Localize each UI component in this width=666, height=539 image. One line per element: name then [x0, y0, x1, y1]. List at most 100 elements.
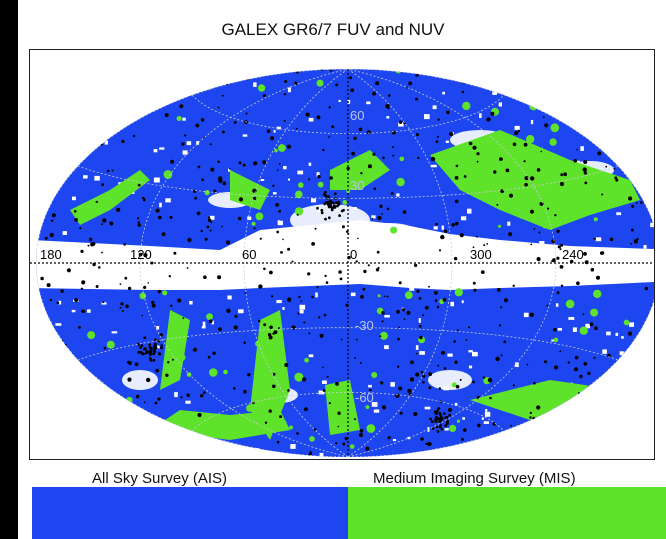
- deep-field-dot: [96, 105, 101, 110]
- deep-field-dot: [171, 358, 174, 361]
- deep-field-dot: [177, 298, 182, 303]
- coverage-gap-speck: [322, 380, 327, 384]
- coverage-gap-speck: [105, 133, 110, 136]
- coverage-gap-speck: [515, 362, 519, 367]
- deep-field-dot: [137, 217, 140, 220]
- deep-field-dot: [170, 304, 173, 307]
- deep-field-dot: [504, 298, 508, 303]
- coverage-gap-speck: [336, 208, 339, 212]
- deep-field-dot: [161, 232, 166, 237]
- deep-field-dot: [587, 452, 590, 456]
- deep-field-dot: [222, 181, 227, 186]
- deep-field-dot: [588, 448, 592, 452]
- deep-field-dot: [238, 197, 243, 202]
- deep-field-dot: [479, 77, 484, 82]
- deep-field-dot: [495, 356, 500, 362]
- deep-field-dot: [56, 154, 61, 159]
- deep-field-dot: [119, 283, 122, 285]
- mis-field: [497, 224, 502, 228]
- deep-field-dot: [366, 130, 371, 135]
- deep-field-dot: [586, 444, 590, 448]
- deep-field-dot: [532, 416, 537, 421]
- deep-field-dot: [253, 161, 258, 166]
- deep-field-dot: [508, 232, 513, 237]
- deep-field-dot: [233, 387, 236, 390]
- coverage-gap-speck: [308, 354, 314, 358]
- deep-field-dot: [446, 420, 449, 423]
- deep-field-dot: [322, 366, 324, 369]
- deep-field-dot: [430, 156, 436, 162]
- coverage-gap-speck: [30, 427, 33, 430]
- deep-field-dot: [613, 167, 616, 170]
- deep-field-dot: [574, 367, 578, 372]
- deep-field-dot: [626, 408, 631, 412]
- longitude-gridline: [139, 69, 349, 457]
- deep-field-dot: [640, 84, 643, 87]
- deep-field-dot: [330, 206, 334, 210]
- deep-field-dot: [573, 159, 578, 163]
- deep-field-dot: [461, 80, 466, 84]
- coverage-gap-speck: [615, 332, 619, 336]
- deep-field-dot: [575, 440, 580, 445]
- deep-field-dot: [159, 80, 163, 84]
- deep-field-dot: [244, 292, 247, 294]
- deep-field-dot: [576, 148, 578, 151]
- deep-field-dot: [649, 330, 653, 334]
- deep-field-dot: [337, 411, 341, 415]
- deep-field-dot: [157, 397, 161, 401]
- mis-field: [379, 331, 388, 340]
- deep-field-dot: [387, 59, 391, 63]
- deep-field-dot: [296, 432, 299, 435]
- deep-field-dot: [351, 151, 355, 156]
- deep-field-dot: [588, 451, 592, 455]
- deep-field-dot: [493, 170, 497, 174]
- deep-field-dot: [588, 449, 592, 452]
- deep-field-dot: [359, 428, 364, 433]
- chart-title: GALEX GR6/7 FUV and NUV: [221, 20, 445, 39]
- deep-field-dot: [417, 156, 420, 160]
- deep-field-dot: [355, 338, 358, 341]
- deep-field-dot: [410, 360, 414, 365]
- mis-field: [289, 425, 293, 430]
- deep-field-dot: [645, 425, 649, 429]
- deep-field-dot: [392, 146, 394, 149]
- deep-field-dot: [392, 154, 395, 157]
- deep-field-dot: [153, 350, 157, 354]
- deep-field-dot: [344, 436, 349, 441]
- mis-field: [139, 292, 147, 300]
- deep-field-dot: [537, 69, 540, 72]
- deep-field-dot: [588, 446, 592, 450]
- deep-field-dot: [539, 201, 544, 206]
- deep-field-dot: [526, 363, 529, 366]
- deep-field-dot: [357, 237, 359, 240]
- deep-field-dot: [500, 306, 503, 309]
- deep-field-dot: [92, 262, 96, 267]
- deep-field-dot: [373, 187, 377, 190]
- deep-field-dot: [635, 202, 638, 204]
- coverage-gap-speck: [59, 282, 65, 287]
- deep-field-dot: [583, 362, 588, 366]
- deep-field-dot: [590, 441, 594, 445]
- coverage-gap-speck: [409, 286, 415, 291]
- coverage-gap-speck: [419, 351, 425, 355]
- mis-field: [549, 138, 557, 146]
- deep-field-dot: [75, 378, 79, 382]
- deep-field-dot: [169, 215, 173, 219]
- deep-field-dot: [372, 152, 376, 156]
- coverage-gap-speck: [50, 120, 56, 125]
- mis-field: [94, 418, 103, 427]
- deep-field-dot: [506, 70, 509, 74]
- deep-field-dot: [473, 288, 477, 292]
- deep-field-dot: [317, 174, 321, 179]
- deep-field-dot: [591, 451, 595, 455]
- mis-field: [556, 104, 563, 111]
- deep-field-dot: [118, 406, 121, 409]
- deep-field-dot: [431, 427, 435, 430]
- deep-field-dot: [396, 309, 400, 314]
- coverage-gap-speck: [318, 390, 325, 395]
- left-border-band: [0, 0, 18, 539]
- mis-field: [304, 357, 309, 363]
- mis-field: [316, 79, 324, 87]
- deep-field-dot: [517, 129, 520, 132]
- deep-field-dot: [636, 237, 639, 241]
